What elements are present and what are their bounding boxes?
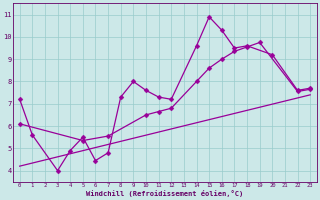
- X-axis label: Windchill (Refroidissement éolien,°C): Windchill (Refroidissement éolien,°C): [86, 190, 244, 197]
